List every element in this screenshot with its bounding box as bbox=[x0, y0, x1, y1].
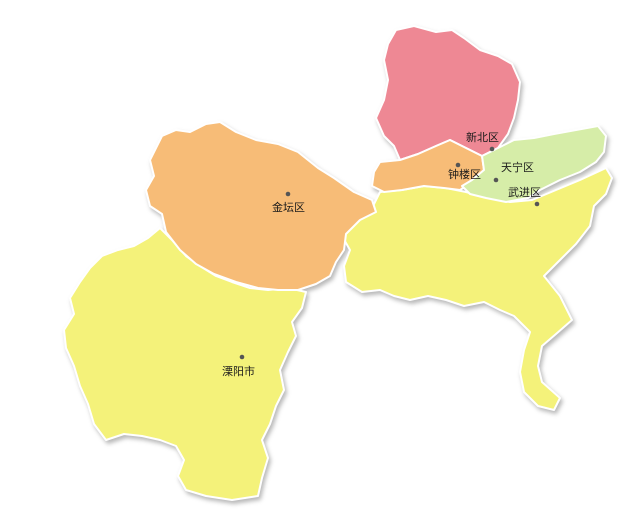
label-xinbei: 新北区 bbox=[466, 131, 499, 144]
marker-wujin-dot bbox=[534, 201, 540, 207]
region-jintan[interactable] bbox=[145, 121, 377, 291]
marker-liyang-dot bbox=[239, 354, 245, 360]
label-jintan: 金坛区 bbox=[272, 201, 305, 214]
label-wujin: 武进区 bbox=[508, 186, 541, 199]
label-liyang: 溧阳市 bbox=[222, 365, 255, 378]
region-wujin[interactable] bbox=[341, 167, 613, 411]
map-regions bbox=[63, 25, 613, 501]
map-markers bbox=[239, 146, 540, 360]
marker-tianning-dot bbox=[493, 177, 499, 183]
label-tianning: 天宁区 bbox=[501, 161, 534, 174]
label-zhonglou: 钟楼区 bbox=[448, 168, 481, 181]
marker-zhonglou-dot bbox=[455, 162, 461, 168]
marker-xinbei-dot bbox=[489, 146, 495, 152]
marker-jintan-dot bbox=[285, 191, 291, 197]
region-tianning[interactable] bbox=[461, 125, 607, 203]
